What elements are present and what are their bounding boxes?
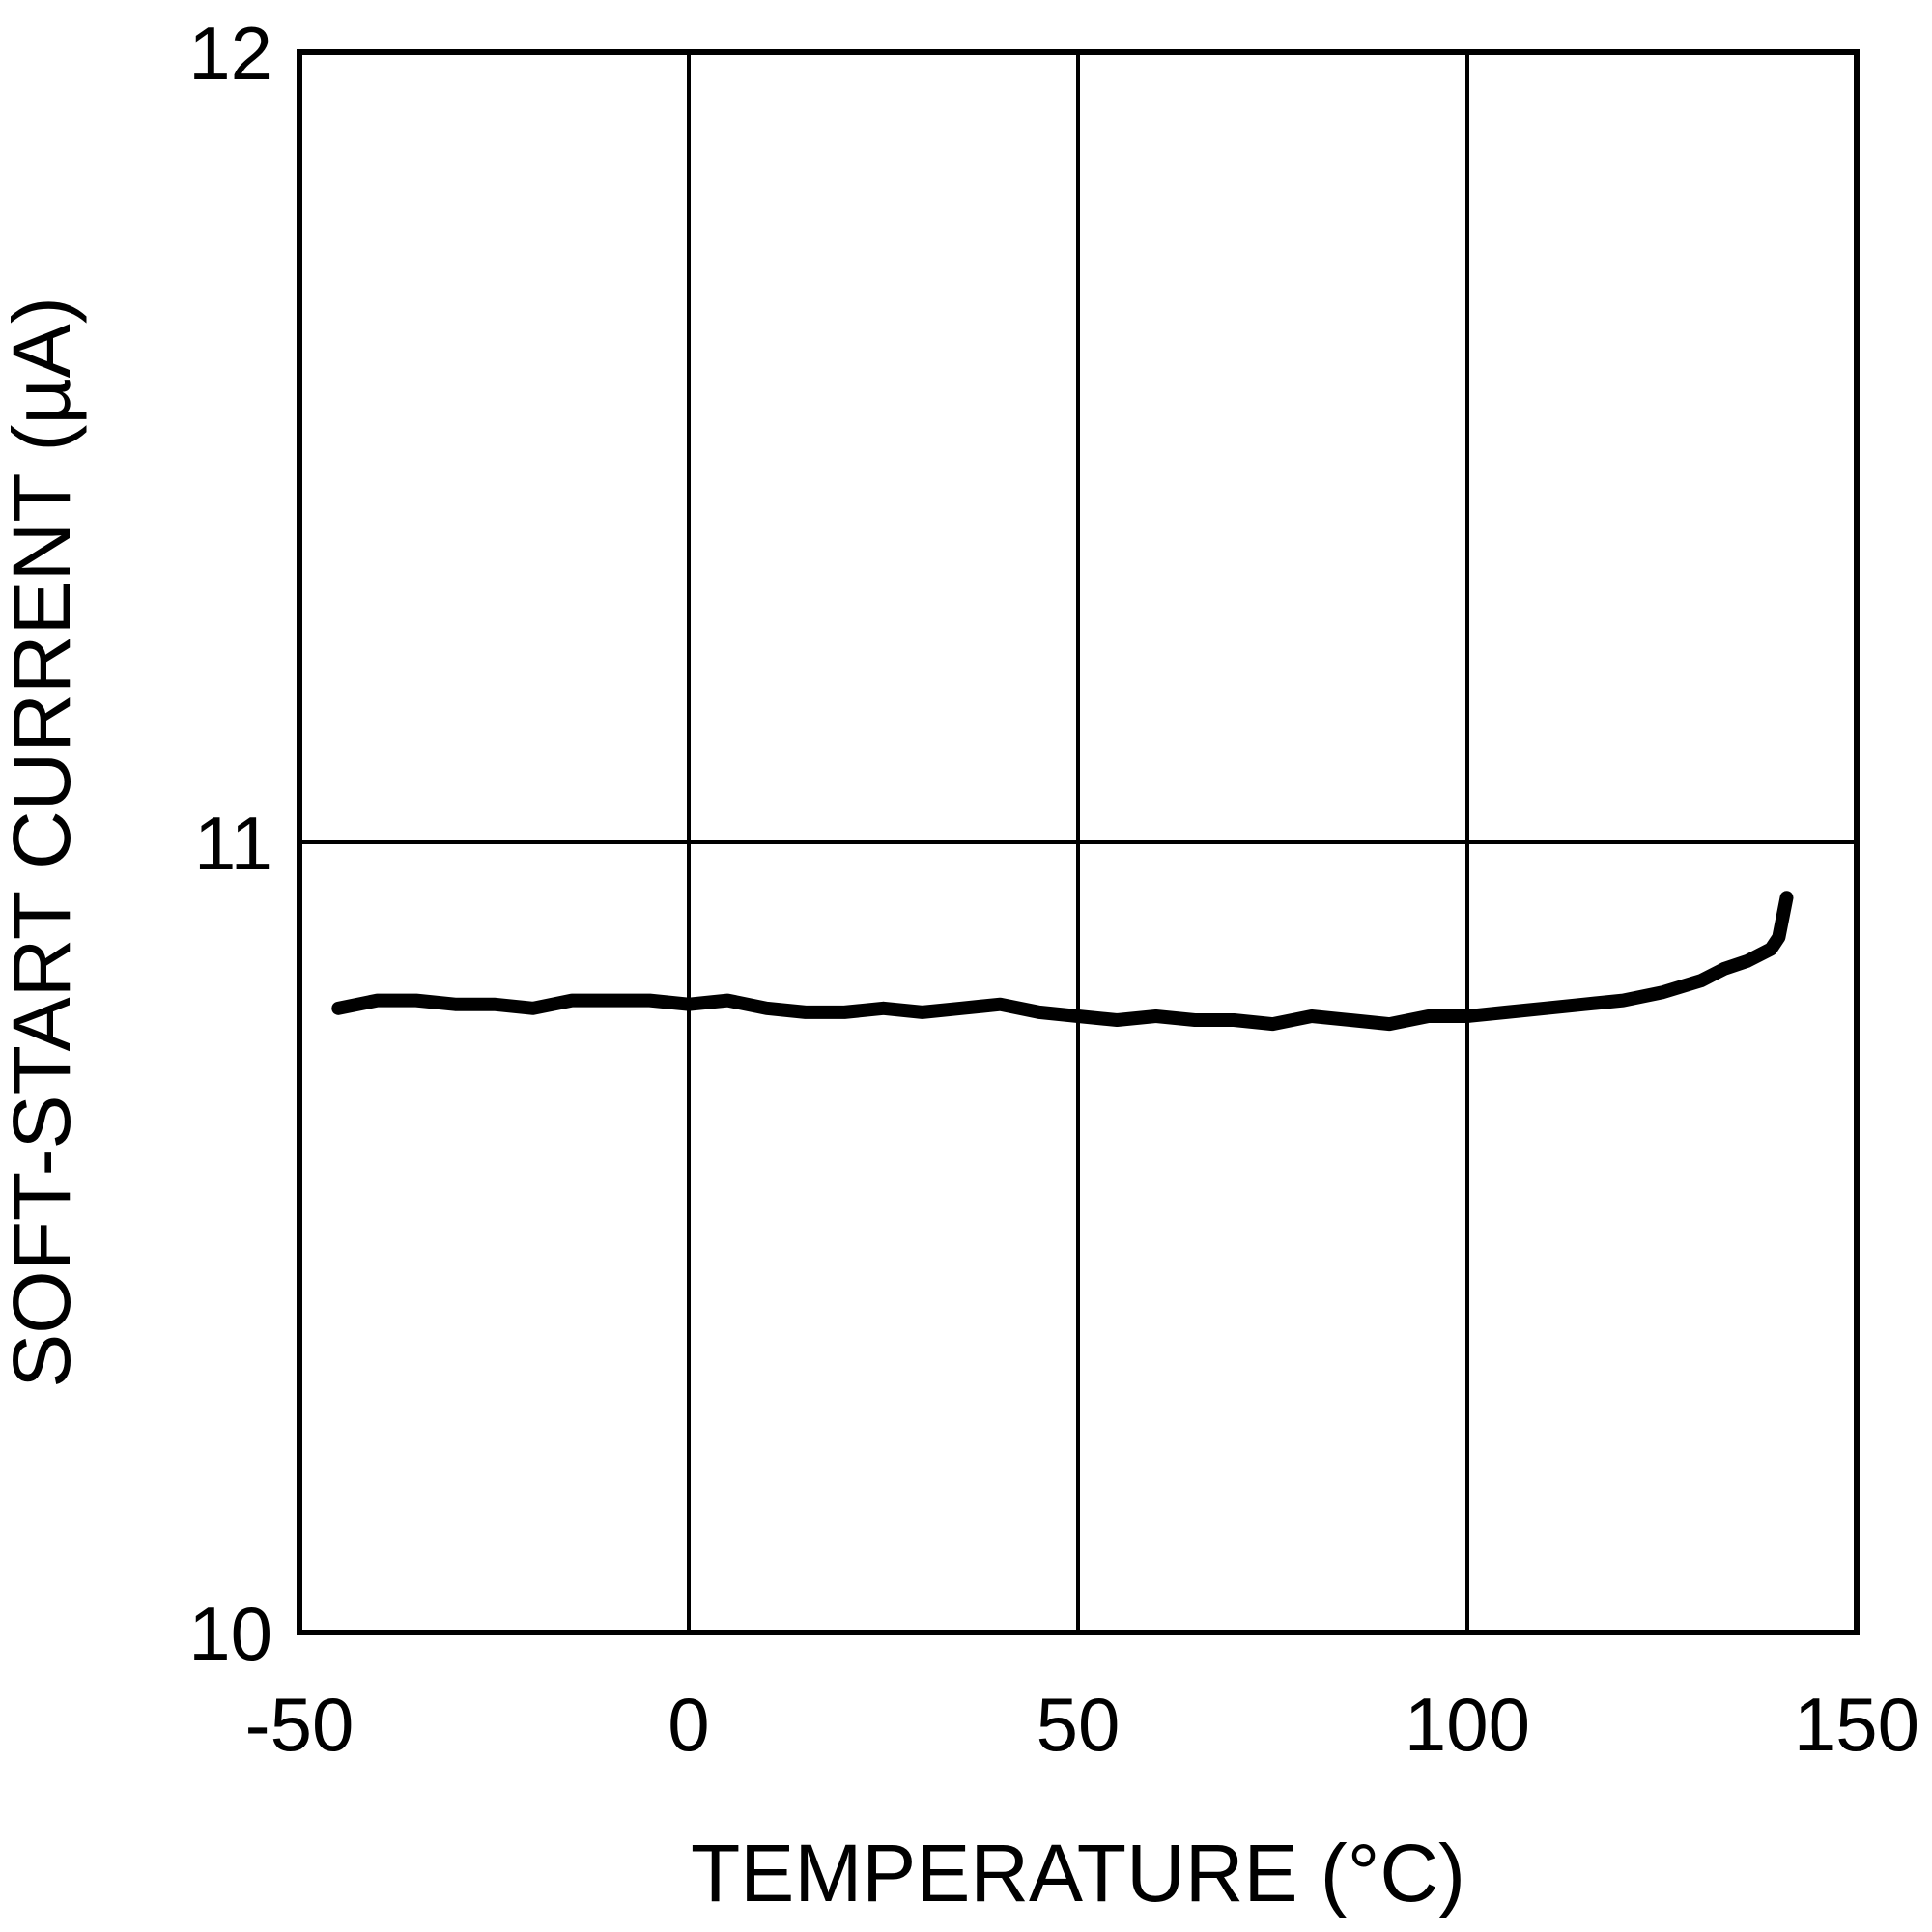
y-tick-label: 11 <box>194 801 272 886</box>
y-tick-label: 10 <box>188 1591 272 1676</box>
x-tick-label: 0 <box>668 1682 709 1767</box>
x-axis-tick-labels: -50 0 50 100 150 <box>245 1682 1919 1767</box>
x-tick-label: -50 <box>245 1682 355 1767</box>
plot-frame <box>297 49 1860 1635</box>
grid-lines <box>299 52 1857 1633</box>
y-axis-title: SOFT-START CURRENT (µA) <box>0 297 87 1388</box>
x-tick-label: 50 <box>1037 1682 1121 1767</box>
x-tick-label: 150 <box>1794 1682 1919 1767</box>
x-axis-title: TEMPERATURE (°C) <box>691 1828 1465 1918</box>
y-axis-tick-labels: 10 11 12 <box>188 11 272 1676</box>
y-tick-label: 12 <box>188 11 272 96</box>
data-series-line <box>331 891 1794 1032</box>
x-tick-label: 100 <box>1405 1682 1530 1767</box>
